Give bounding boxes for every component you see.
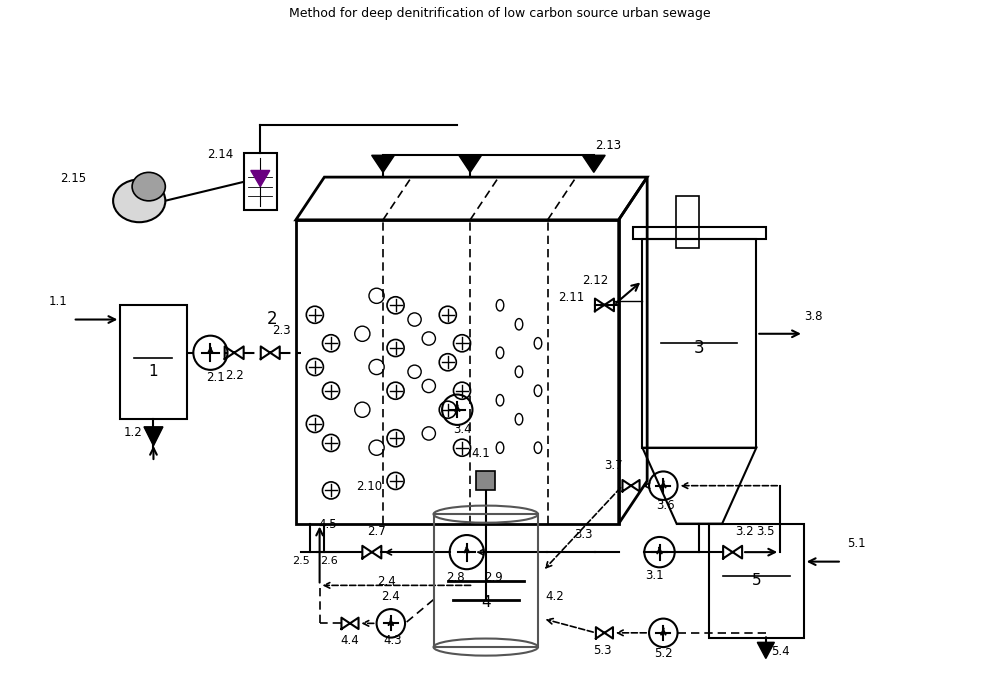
Text: 2.10: 2.10 — [356, 480, 382, 493]
Text: 4.2: 4.2 — [546, 590, 564, 603]
Polygon shape — [251, 170, 270, 187]
Text: 4: 4 — [481, 595, 491, 610]
Bar — [296, 220, 619, 524]
Text: 2.5: 2.5 — [292, 556, 309, 565]
Polygon shape — [144, 427, 163, 446]
Text: 2.14: 2.14 — [207, 148, 233, 161]
Text: 2.15: 2.15 — [60, 172, 86, 185]
Text: 4.5: 4.5 — [318, 518, 337, 531]
Text: 3.4: 3.4 — [453, 424, 471, 437]
Text: 3.3: 3.3 — [574, 528, 593, 541]
Text: 5.1: 5.1 — [847, 538, 865, 550]
Text: 3.5: 3.5 — [757, 525, 775, 538]
Ellipse shape — [113, 179, 165, 222]
Text: 2.1: 2.1 — [206, 371, 225, 384]
Text: 3: 3 — [694, 339, 705, 357]
Text: 2.6: 2.6 — [320, 556, 338, 565]
Text: 2.8: 2.8 — [446, 571, 465, 583]
Bar — [244, 154, 277, 210]
Text: 4.4: 4.4 — [341, 635, 359, 647]
Text: 4.3: 4.3 — [383, 635, 402, 647]
Title: Method for deep denitrification of low carbon source urban sewage: Method for deep denitrification of low c… — [289, 7, 711, 20]
Text: 2: 2 — [267, 310, 277, 328]
Text: 2.4: 2.4 — [381, 590, 400, 603]
Text: 1.1: 1.1 — [49, 295, 68, 309]
Text: 2.7: 2.7 — [367, 525, 386, 538]
Text: 5.4: 5.4 — [771, 645, 789, 657]
Text: 2.2: 2.2 — [225, 370, 244, 383]
Text: 2.12: 2.12 — [582, 274, 608, 287]
Bar — [120, 305, 187, 419]
Bar — [709, 524, 804, 637]
Polygon shape — [372, 155, 394, 172]
Text: 2.4: 2.4 — [377, 575, 395, 588]
Polygon shape — [459, 155, 482, 172]
Text: 5: 5 — [752, 574, 761, 588]
Ellipse shape — [132, 172, 165, 201]
Text: 2.9: 2.9 — [484, 571, 503, 583]
Polygon shape — [757, 642, 774, 659]
Text: 5.3: 5.3 — [593, 644, 612, 657]
Bar — [434, 514, 538, 647]
Text: 2.13: 2.13 — [595, 138, 621, 152]
Bar — [633, 228, 766, 239]
Bar — [676, 196, 699, 248]
Text: 2.11: 2.11 — [558, 291, 584, 304]
Text: 3.6: 3.6 — [656, 500, 675, 512]
Text: 3.2: 3.2 — [735, 525, 753, 538]
Text: 3.8: 3.8 — [804, 309, 823, 322]
Text: 2.3: 2.3 — [272, 324, 291, 337]
Polygon shape — [582, 155, 605, 172]
Text: 3.1: 3.1 — [645, 569, 664, 582]
Text: 4.1: 4.1 — [472, 447, 490, 460]
Text: 5.2: 5.2 — [654, 646, 673, 659]
Text: 1.2: 1.2 — [123, 426, 142, 439]
Text: 1: 1 — [149, 364, 158, 379]
Bar — [476, 471, 495, 491]
Bar — [642, 239, 756, 448]
Text: 3.7: 3.7 — [605, 459, 623, 471]
